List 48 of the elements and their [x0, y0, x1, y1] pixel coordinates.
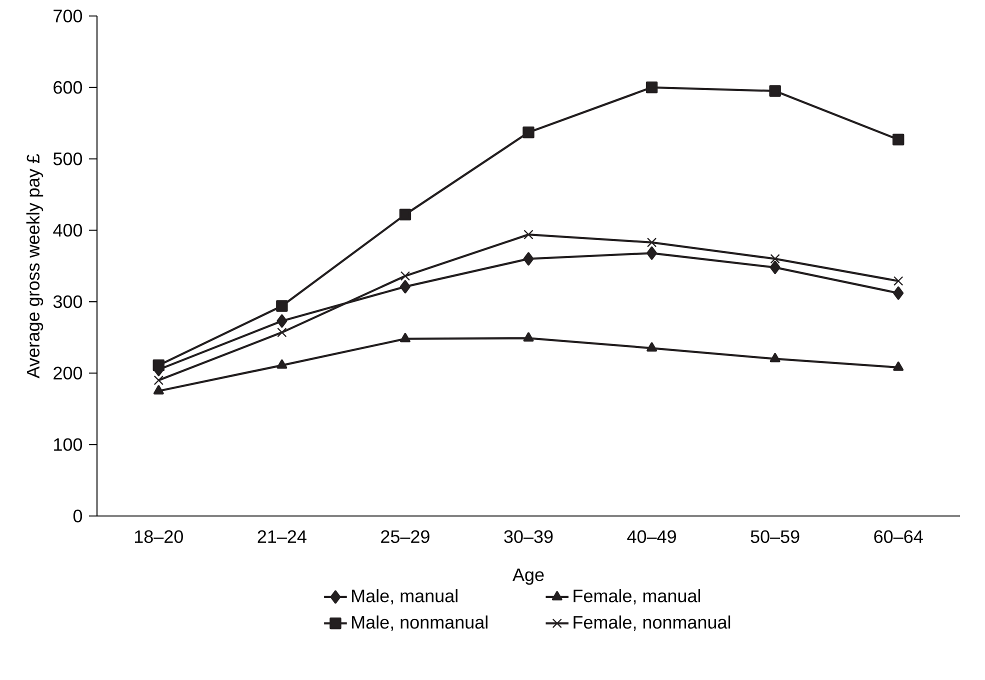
y-tick-label: 200 [54, 366, 82, 380]
y-tick-label: 300 [53, 295, 82, 308]
point [399, 208, 412, 220]
x-tick-label: 60–64 [874, 530, 923, 543]
point [894, 276, 904, 286]
point [770, 254, 780, 264]
point [646, 246, 658, 260]
y-tick-label: 700 [54, 10, 82, 22]
y-tick-label: 0 [73, 510, 82, 522]
y-tick-label: 600 [54, 81, 82, 94]
point [646, 238, 657, 248]
legend-label: Female, nonmanual [574, 615, 730, 631]
x-axis-title: Age [512, 568, 544, 585]
point [276, 314, 288, 328]
point [523, 252, 534, 266]
point [646, 342, 658, 352]
y-tick-label: 100 [54, 438, 82, 451]
point [522, 126, 534, 138]
point [524, 230, 534, 240]
y-tick-label: 500 [53, 152, 82, 166]
x-tick-label: 25–29 [381, 530, 430, 543]
y-tick-label: 400 [53, 224, 82, 237]
point [892, 134, 904, 146]
point [893, 362, 904, 371]
legend-label: Male, manual [352, 589, 458, 604]
x-tick-label: 40–49 [627, 530, 676, 543]
point [276, 359, 288, 369]
x-tick-label: 50–59 [750, 530, 800, 543]
legend-label: Female, manual [574, 589, 700, 604]
point [154, 375, 164, 386]
point [769, 85, 781, 97]
point [893, 286, 904, 300]
legend-label: Male, nonmanual [352, 615, 488, 631]
point [400, 332, 410, 342]
point [400, 280, 410, 294]
point [770, 260, 780, 274]
point [400, 271, 410, 281]
point [523, 332, 534, 342]
point [277, 328, 287, 338]
y-axis-title: Average gross weekly pay £ [26, 154, 44, 378]
point [646, 82, 658, 94]
point [153, 385, 164, 394]
point [276, 300, 288, 312]
x-tick-label: 18–20 [135, 530, 183, 543]
x-tick-label: 21–24 [258, 530, 306, 543]
point [152, 359, 165, 372]
x-tick-label: 30–39 [504, 530, 553, 543]
point [770, 352, 780, 362]
